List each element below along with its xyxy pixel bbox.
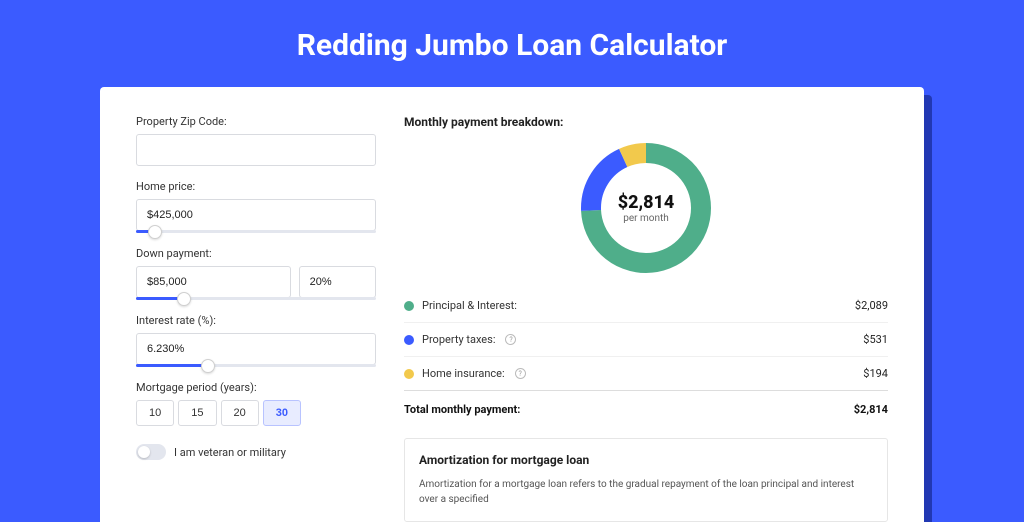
- legend-label: Home insurance:: [422, 367, 505, 380]
- amortization-box: Amortization for mortgage loan Amortizat…: [404, 438, 888, 522]
- donut-value: $2,814: [618, 192, 675, 213]
- interest-rate-field: Interest rate (%):: [136, 314, 376, 367]
- total-amount: $2,814: [854, 403, 888, 416]
- interest-rate-slider[interactable]: [136, 364, 376, 367]
- swatch-home_insurance: [404, 369, 414, 379]
- info-icon[interactable]: ?: [505, 334, 516, 345]
- legend-amount: $194: [863, 367, 888, 380]
- total-label: Total monthly payment:: [404, 403, 520, 416]
- down-payment-slider[interactable]: [136, 297, 376, 300]
- swatch-principal_interest: [404, 301, 414, 311]
- mortgage-period-btn-30[interactable]: 30: [263, 400, 301, 426]
- legend-amount: $2,089: [855, 299, 888, 312]
- mortgage-period-label: Mortgage period (years):: [136, 381, 376, 394]
- zip-label: Property Zip Code:: [136, 115, 376, 128]
- veteran-label: I am veteran or military: [174, 446, 286, 459]
- veteran-toggle[interactable]: [136, 444, 166, 460]
- form-column: Property Zip Code: Home price: Down paym…: [136, 115, 376, 522]
- home-price-field: Home price:: [136, 180, 376, 233]
- page-title: Redding Jumbo Loan Calculator: [0, 0, 1024, 87]
- amortization-text: Amortization for a mortgage loan refers …: [419, 477, 873, 507]
- total-row: Total monthly payment: $2,814: [404, 390, 888, 428]
- home-price-label: Home price:: [136, 180, 376, 193]
- mortgage-period-buttons: 10152030: [136, 400, 376, 426]
- swatch-property_taxes: [404, 335, 414, 345]
- breakdown-title: Monthly payment breakdown:: [404, 115, 888, 129]
- zip-input[interactable]: [136, 134, 376, 166]
- legend: Principal & Interest: $2,089 Property taxe…: [404, 289, 888, 390]
- down-payment-field: Down payment:: [136, 247, 376, 300]
- breakdown-column: Monthly payment breakdown: $2,814 per mo…: [404, 115, 888, 522]
- down-payment-pct-input[interactable]: [299, 266, 376, 298]
- legend-label: Property taxes:: [422, 333, 495, 346]
- mortgage-period-field: Mortgage period (years): 10152030: [136, 381, 376, 426]
- home-price-input[interactable]: [136, 199, 376, 231]
- donut-wrap: $2,814 per month: [404, 143, 888, 273]
- mortgage-period-btn-10[interactable]: 10: [136, 400, 174, 426]
- legend-row-home_insurance: Home insurance:? $194: [404, 357, 888, 390]
- legend-amount: $531: [863, 333, 888, 346]
- mortgage-period-btn-20[interactable]: 20: [221, 400, 259, 426]
- calculator-card: Property Zip Code: Home price: Down paym…: [100, 87, 924, 522]
- donut-chart: $2,814 per month: [581, 143, 711, 273]
- home-price-slider[interactable]: [136, 230, 376, 233]
- down-payment-label: Down payment:: [136, 247, 376, 260]
- interest-rate-label: Interest rate (%):: [136, 314, 376, 327]
- legend-row-property_taxes: Property taxes:? $531: [404, 323, 888, 357]
- veteran-row: I am veteran or military: [136, 444, 376, 460]
- amortization-title: Amortization for mortgage loan: [419, 453, 873, 467]
- down-payment-input[interactable]: [136, 266, 291, 298]
- zip-field: Property Zip Code:: [136, 115, 376, 166]
- donut-sub: per month: [623, 213, 669, 224]
- mortgage-period-btn-15[interactable]: 15: [178, 400, 216, 426]
- interest-rate-input[interactable]: [136, 333, 376, 365]
- legend-row-principal_interest: Principal & Interest: $2,089: [404, 289, 888, 323]
- legend-label: Principal & Interest:: [422, 299, 517, 312]
- info-icon[interactable]: ?: [515, 368, 526, 379]
